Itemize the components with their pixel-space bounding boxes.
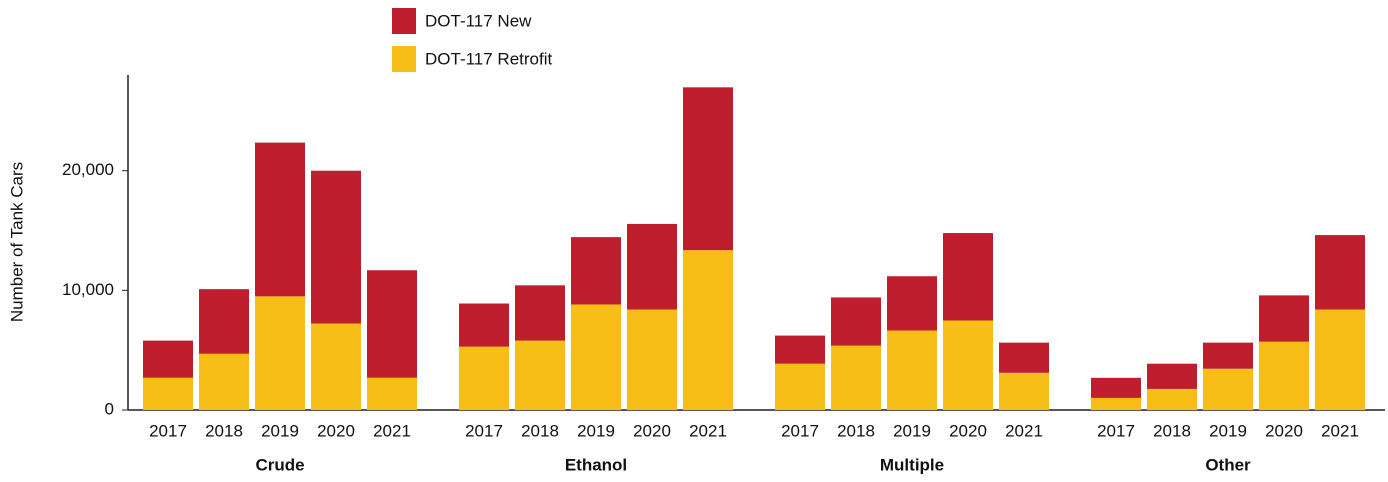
bar-segment xyxy=(1259,295,1309,342)
bar-segment xyxy=(775,363,825,410)
legend-swatch xyxy=(392,46,416,72)
bar-segment xyxy=(515,285,565,341)
bar-segment xyxy=(459,346,509,410)
bar-segment xyxy=(887,276,937,331)
bar-segment xyxy=(571,304,621,410)
x-tick-label: 2018 xyxy=(521,421,559,440)
bar-segment xyxy=(1147,388,1197,410)
x-tick-label: 2021 xyxy=(1321,421,1359,440)
bar-segment xyxy=(627,223,677,310)
x-tick-label: 2019 xyxy=(577,421,615,440)
legend-label: DOT-117 Retrofit xyxy=(425,49,553,68)
bar-segment xyxy=(255,296,305,410)
x-tick-label: 2020 xyxy=(317,421,355,440)
x-tick-label: 2019 xyxy=(261,421,299,440)
y-tick-label: 20,000 xyxy=(62,160,114,179)
x-tick-label: 2020 xyxy=(633,421,671,440)
x-tick-label: 2020 xyxy=(1265,421,1303,440)
bar-segment xyxy=(887,330,937,410)
bar-segment xyxy=(515,340,565,410)
bar-segment xyxy=(999,342,1049,373)
bar-segment xyxy=(311,170,361,324)
bar-segment xyxy=(199,289,249,354)
group-label: Multiple xyxy=(880,455,944,474)
bar-segment xyxy=(831,297,881,346)
bar-segment xyxy=(367,270,417,378)
bar-segment xyxy=(943,320,993,410)
bar-segment xyxy=(1147,363,1197,389)
bar-segment xyxy=(627,309,677,410)
x-tick-label: 2021 xyxy=(1005,421,1043,440)
x-tick-label: 2021 xyxy=(689,421,727,440)
bar-segment xyxy=(571,237,621,305)
bar-segment xyxy=(199,353,249,410)
bar-segment xyxy=(831,345,881,410)
x-tick-label: 2017 xyxy=(1097,421,1135,440)
bar-segment xyxy=(1203,368,1253,410)
x-tick-label: 2021 xyxy=(373,421,411,440)
bar-segment xyxy=(1259,341,1309,410)
bar-segment xyxy=(143,377,193,410)
x-tick-label: 2020 xyxy=(949,421,987,440)
group-label: Other xyxy=(1205,455,1251,474)
group-label: Crude xyxy=(255,455,304,474)
bar-segment xyxy=(683,87,733,251)
bar-segment xyxy=(1091,377,1141,398)
x-tick-label: 2017 xyxy=(781,421,819,440)
bar-segment xyxy=(255,142,305,297)
bar-segment xyxy=(775,335,825,364)
x-tick-label: 2019 xyxy=(893,421,931,440)
bar-segment xyxy=(1315,235,1365,310)
x-tick-label: 2019 xyxy=(1209,421,1247,440)
legend-swatch xyxy=(392,8,416,34)
group-label: Ethanol xyxy=(565,455,627,474)
bar-segment xyxy=(459,303,509,347)
bar-segment xyxy=(999,372,1049,410)
x-tick-label: 2017 xyxy=(465,421,503,440)
x-tick-label: 2017 xyxy=(149,421,187,440)
legend-label: DOT-117 New xyxy=(425,11,532,30)
x-tick-label: 2018 xyxy=(205,421,243,440)
bar-segment xyxy=(1091,397,1141,410)
bar-segment xyxy=(683,250,733,410)
bar-segment xyxy=(311,323,361,410)
bar-segment xyxy=(943,233,993,321)
x-tick-label: 2018 xyxy=(837,421,875,440)
y-axis-label: Number of Tank Cars xyxy=(7,162,26,322)
bar-segment xyxy=(143,340,193,378)
x-tick-label: 2018 xyxy=(1153,421,1191,440)
y-tick-label: 10,000 xyxy=(62,280,114,299)
bar-segment xyxy=(367,377,417,410)
bar-segment xyxy=(1315,309,1365,410)
bar-segment xyxy=(1203,342,1253,369)
y-tick-label: 0 xyxy=(105,399,114,418)
